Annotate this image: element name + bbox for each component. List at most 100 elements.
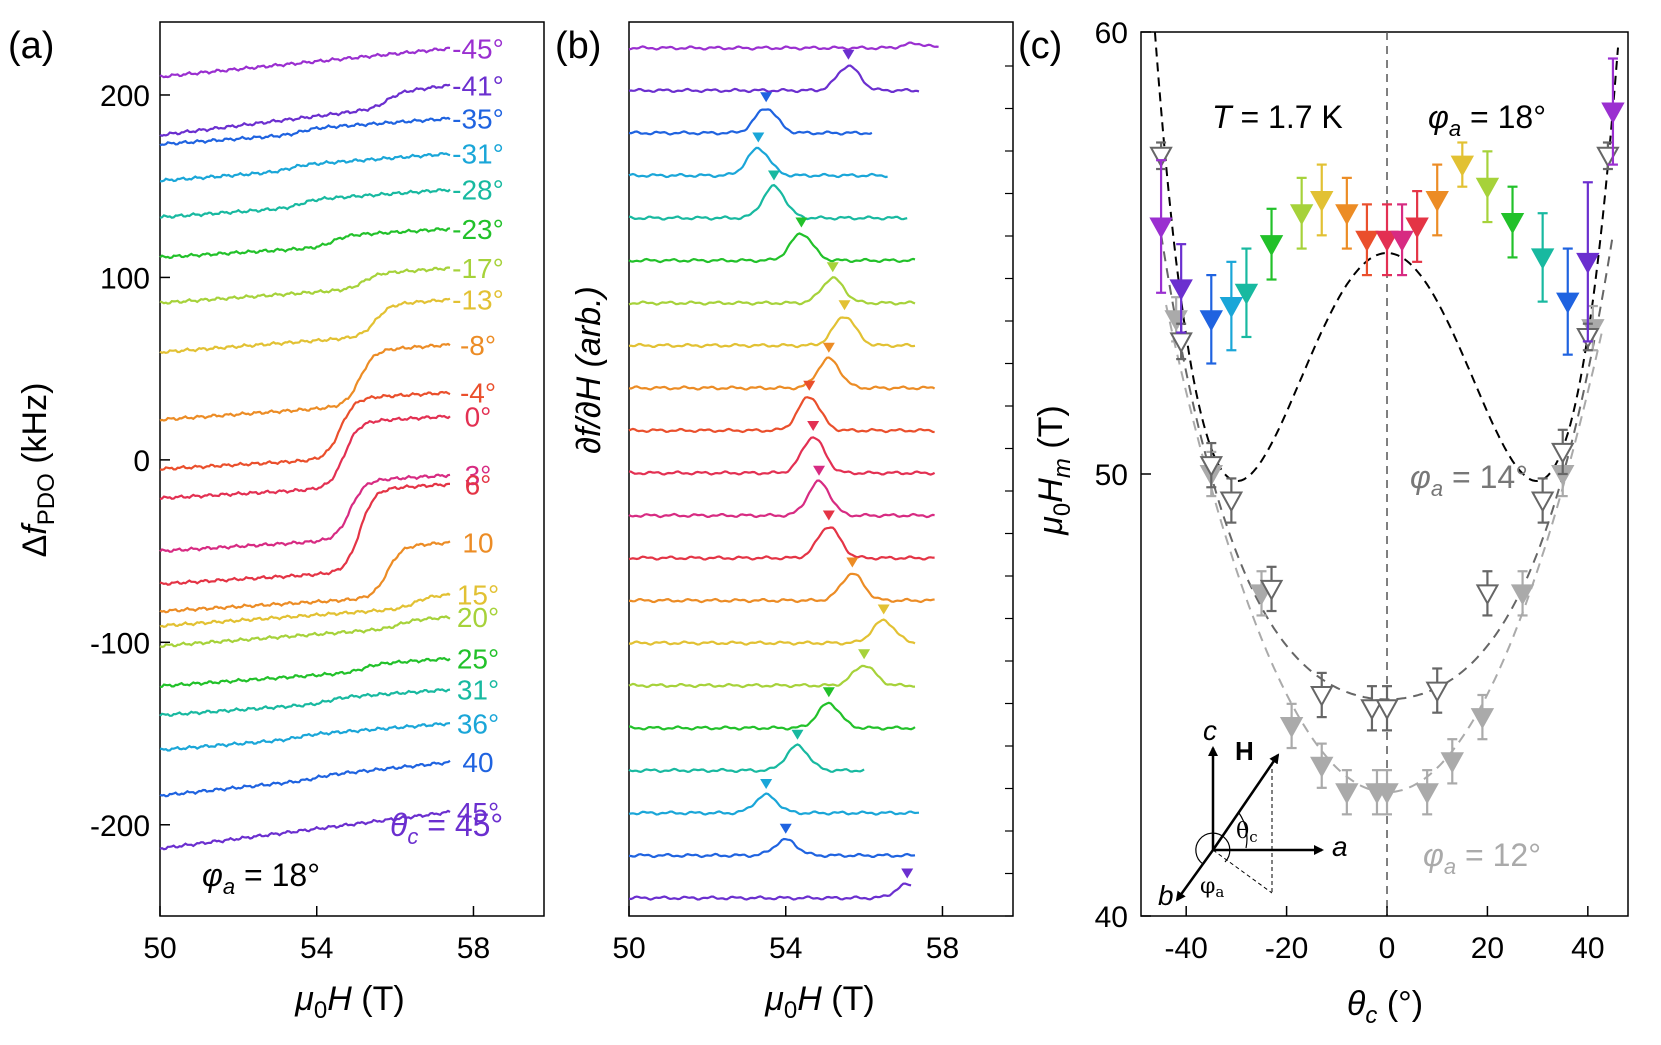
series-label-a-9: -4° xyxy=(460,378,496,409)
xtick-label-c-4: 40 xyxy=(1571,932,1604,965)
point-c-0-17 xyxy=(1530,248,1555,270)
point-c-0-19 xyxy=(1576,252,1600,274)
curve-b-2 xyxy=(628,108,873,136)
curve-b-7 xyxy=(628,316,916,349)
curve-a-11 xyxy=(159,473,451,553)
curve-b-0 xyxy=(628,41,939,51)
point-c-0-7 xyxy=(1310,190,1334,213)
point-c-2-3 xyxy=(1279,716,1304,738)
peak-marker-b-20 xyxy=(901,868,914,879)
peak-marker-b-15 xyxy=(858,649,871,660)
curve-b-13 xyxy=(629,572,935,604)
inset-axes-diagram: c H a b θc φa xyxy=(1158,715,1348,911)
xtick-label-b-2: 58 xyxy=(926,932,959,965)
series-label-a-8: -8° xyxy=(460,330,496,361)
panel-c: (c) -40 -20 0 20 40 40 50 60 μ0Hm (T) θc (°) T … xyxy=(1018,17,1629,1029)
inset-c-label: c xyxy=(1203,715,1217,746)
panel-a-label: (a) xyxy=(8,25,54,67)
peak-marker-b-8 xyxy=(822,342,835,353)
curve-a-0 xyxy=(159,46,451,79)
curve-b-3 xyxy=(628,146,888,179)
xtick-label-c-2: 0 xyxy=(1379,932,1396,965)
point-c-0-2 xyxy=(1199,310,1223,332)
peak-marker-b-12 xyxy=(822,510,835,521)
point-c-2-9 xyxy=(1440,752,1464,774)
ytick-label-a-2: 0 xyxy=(133,445,150,478)
point-c-0-18 xyxy=(1556,292,1580,314)
curve-a-15 xyxy=(159,615,451,649)
xtick-label-a-2: 58 xyxy=(457,932,490,965)
point-c-0-8 xyxy=(1335,204,1359,226)
series-label-a-17: 31° xyxy=(457,675,499,706)
point-c-2-10 xyxy=(1470,708,1495,730)
curve-a-18 xyxy=(159,722,451,752)
series-label-a-13: 10 xyxy=(462,528,493,559)
curve-a-16 xyxy=(159,656,451,689)
point-c-0-10 xyxy=(1375,230,1399,252)
point-c-1-0 xyxy=(1149,146,1173,168)
point-c-2-11 xyxy=(1510,584,1535,606)
panel-a-curves xyxy=(159,46,451,851)
curve-a-4 xyxy=(159,188,451,219)
panel-c-phi-14-label: φa = 14° xyxy=(1410,459,1528,501)
curve-b-9 xyxy=(628,396,935,434)
panel-a-theta-annotation: θc = 45° xyxy=(390,807,503,849)
panel-a-series-labels: -45° -41°-35° -31° -28° -23° -17°-13° -8° -4°0°… xyxy=(452,33,504,828)
peak-marker-b-4 xyxy=(767,170,780,181)
ytick-label-a-4: 200 xyxy=(100,80,150,113)
point-c-1-8 xyxy=(1425,681,1449,703)
xtick-label-c-1: -20 xyxy=(1265,932,1308,965)
peak-marker-b-13 xyxy=(846,557,859,568)
panel-c-phi-18-label: φa = 18° xyxy=(1428,99,1546,141)
curve-b-6 xyxy=(628,276,916,306)
point-c-1-6 xyxy=(1360,699,1384,721)
point-c-0-3 xyxy=(1219,297,1244,319)
point-c-1-2 xyxy=(1199,456,1223,478)
series-label-a-7: -13° xyxy=(452,285,504,316)
series-label-a-6: -17° xyxy=(452,253,504,284)
peak-marker-b-16 xyxy=(822,687,835,698)
ytick-label-a-1: -100 xyxy=(90,627,150,660)
peak-marker-b-2 xyxy=(760,92,773,103)
panel-c-points xyxy=(1149,57,1625,816)
inset-b-axis xyxy=(1175,849,1215,902)
curve-b-10 xyxy=(628,436,936,476)
xtick-label-a-0: 50 xyxy=(143,932,176,965)
curve-a-7 xyxy=(159,297,451,355)
series-label-a-14: 15° xyxy=(457,580,499,611)
point-c-0-15 xyxy=(1475,177,1500,199)
curve-a-12 xyxy=(159,482,450,586)
panel-c-xlabel: θc (°) xyxy=(1347,985,1423,1029)
series-label-a-20: 45° xyxy=(457,797,499,828)
fit-curve-c-0 xyxy=(1153,32,1619,483)
curve-b-12 xyxy=(628,526,935,561)
panel-b-ylabel: ∂f/∂H (arb.) xyxy=(570,286,608,454)
panel-c-label: (c) xyxy=(1018,25,1062,67)
panel-b: (b) 50 54 58 ∂f/∂H (arb.) μ0H (T) xyxy=(555,21,1014,1024)
series-label-a-16: 25° xyxy=(457,644,499,675)
point-c-1-10 xyxy=(1530,491,1555,513)
point-c-2-8 xyxy=(1415,783,1439,805)
curve-b-17 xyxy=(628,743,865,774)
panel-c-ylabel: μ0Hm (T) xyxy=(1032,405,1076,535)
panel-a-xlabel: μ0H (T) xyxy=(294,980,404,1024)
series-label-a-15: 20° xyxy=(457,602,499,633)
series-label-a-12: 6° xyxy=(465,469,492,500)
point-c-2-4 xyxy=(1310,756,1334,778)
panel-c-phi-12-label: φa = 12° xyxy=(1423,837,1541,879)
point-c-1-13 xyxy=(1596,146,1620,168)
peak-marker-b-6 xyxy=(826,262,839,273)
point-c-0-5 xyxy=(1259,235,1284,257)
xtick-label-b-1: 54 xyxy=(769,932,802,965)
point-c-0-14 xyxy=(1450,155,1475,177)
panel-c-ticks: -40 -20 0 20 40 40 50 60 xyxy=(1095,17,1605,965)
panel-b-xlabel: μ0H (T) xyxy=(764,980,874,1024)
point-c-1-9 xyxy=(1475,584,1500,606)
inset-b-label: b xyxy=(1158,880,1174,911)
point-c-1-7 xyxy=(1375,699,1399,721)
xtick-label-a-1: 54 xyxy=(300,932,333,965)
curve-b-15 xyxy=(628,664,916,689)
curve-b-4 xyxy=(628,183,908,221)
point-c-0-16 xyxy=(1500,213,1525,235)
